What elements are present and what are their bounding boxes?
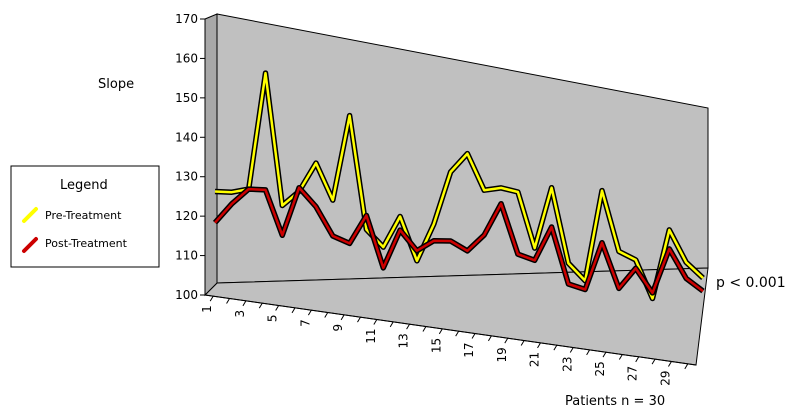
x-tick-label: 21 xyxy=(528,352,542,367)
x-tick-label: 15 xyxy=(429,338,443,353)
x-tick-mark xyxy=(291,307,296,314)
x-tick-mark xyxy=(275,305,280,311)
series-line xyxy=(214,186,704,295)
x-tick-mark xyxy=(357,316,361,323)
x-tick-label: 19 xyxy=(495,347,509,362)
plot-back-wall xyxy=(216,13,709,284)
y-tick-label: 170 xyxy=(175,12,198,26)
x-tick-mark xyxy=(209,295,214,302)
x-tick-mark xyxy=(226,298,230,304)
x-tick-mark xyxy=(242,300,247,307)
x-tick-label: 1 xyxy=(200,305,214,313)
x-tick-mark xyxy=(389,321,394,328)
x-tick-label: 25 xyxy=(593,361,607,376)
y-tick-label: 100 xyxy=(175,288,198,302)
x-axis-label: Patients n = 30 xyxy=(565,394,665,409)
x-tick-mark xyxy=(406,323,411,330)
x-tick-mark xyxy=(618,354,623,360)
legend-label-pre-treatment: Pre-Treatment xyxy=(45,209,122,222)
series-post-treatment xyxy=(212,184,705,296)
x-tick-label: 9 xyxy=(331,324,345,332)
legend-title: Legend xyxy=(60,178,108,193)
x-tick-label: 7 xyxy=(298,319,312,327)
x-tick-label: 17 xyxy=(462,343,476,358)
x-tick-mark xyxy=(307,309,312,316)
y-tick-label: 140 xyxy=(175,130,198,144)
y-tick-label: 110 xyxy=(175,249,198,263)
x-tick-mark xyxy=(455,330,460,337)
x-tick-label: 5 xyxy=(266,315,280,323)
y-tick-label: 120 xyxy=(175,209,198,223)
x-tick-mark xyxy=(537,342,541,349)
legend-swatch-post-treatment xyxy=(22,237,38,253)
y-tick-label: 130 xyxy=(175,170,198,184)
x-axis-line xyxy=(204,294,697,366)
x-tick-mark xyxy=(553,344,558,351)
legend-swatch-pre-treatment xyxy=(22,207,38,223)
x-tick-mark xyxy=(635,356,640,363)
x-tick-mark xyxy=(340,314,345,321)
x-tick-label: 13 xyxy=(397,333,411,348)
p-value-annotation: p < 0.001 xyxy=(716,275,786,291)
x-tick-mark xyxy=(373,319,378,325)
y-axis: 100 110 120 130 140 150 160 170 xyxy=(175,12,206,302)
x-tick-mark xyxy=(684,363,689,370)
series-group xyxy=(212,70,705,302)
x-tick-mark xyxy=(586,349,591,356)
y-axis-label: Slope xyxy=(98,77,134,92)
x-tick-label: 3 xyxy=(233,310,247,318)
x-tick-mark xyxy=(651,358,656,365)
x-tick-mark xyxy=(602,351,607,358)
plot-side-wall xyxy=(204,13,218,297)
legend: Legend Pre-Treatment Post-Treatment xyxy=(10,165,160,268)
x-tick-label: 11 xyxy=(364,329,378,344)
legend-box xyxy=(10,165,160,268)
legend-label-post-treatment: Post-Treatment xyxy=(45,237,128,250)
x-tick-mark xyxy=(668,361,672,367)
x-tick-label: 23 xyxy=(560,357,574,372)
x-tick-mark xyxy=(324,312,329,318)
x-tick-label: 27 xyxy=(626,366,640,381)
x-tick-mark xyxy=(569,347,574,353)
x-tick-mark xyxy=(520,340,525,346)
x-tick-mark xyxy=(487,335,492,342)
x-tick-mark xyxy=(422,326,427,332)
plot-floor xyxy=(203,267,709,366)
x-tick-mark xyxy=(471,333,476,339)
y-tick-label: 160 xyxy=(175,51,198,65)
x-tick-mark xyxy=(438,328,443,335)
x-tick-mark xyxy=(504,337,509,344)
x-tick-mark xyxy=(258,302,263,309)
x-tick-label: 29 xyxy=(658,371,672,386)
y-tick-label: 150 xyxy=(175,91,198,105)
